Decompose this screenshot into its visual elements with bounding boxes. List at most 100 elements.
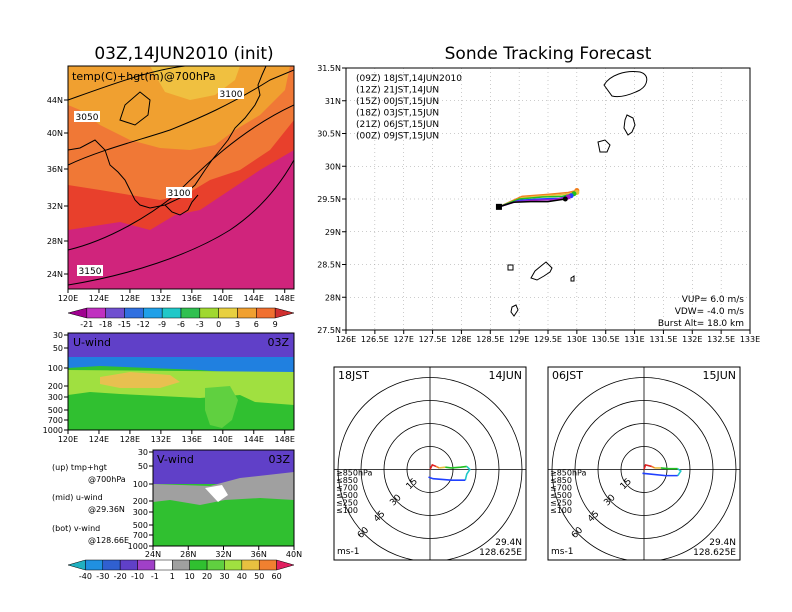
- tick-label: 136E: [182, 294, 202, 303]
- tick-label: 148E: [275, 435, 295, 444]
- tick-label: 700: [48, 416, 63, 425]
- tick-label: 32N: [215, 550, 231, 559]
- tick-label: 1000: [128, 542, 148, 551]
- tick-label: 300: [133, 508, 148, 517]
- legend-entry: (12Z) 21JST,14JUN: [356, 86, 439, 96]
- tick-label: 100: [48, 364, 63, 373]
- colorbar-swatch: [199, 307, 219, 319]
- tick-label: 28N: [180, 550, 196, 559]
- tick-label: 30: [53, 331, 63, 340]
- tick-label: 500: [133, 521, 148, 530]
- temp-band-cold: [150, 66, 240, 100]
- hodograph-trace: [429, 463, 437, 470]
- hodograph-date: 15JUN: [702, 369, 736, 382]
- tick-label: 28.5N: [317, 261, 341, 270]
- contour-label-bg: [218, 88, 244, 99]
- tick-label: 132E: [151, 294, 171, 303]
- left-map-lat-ticks: 44N 40N 36N 32N 28N 24N: [47, 96, 68, 279]
- param-vdw: VDW= -4.0 m/s: [675, 307, 745, 317]
- tick-label: 27.5N: [317, 326, 341, 335]
- tick-label: 200: [48, 382, 63, 391]
- hodograph-frame: [547, 366, 741, 561]
- tick-label: 500: [48, 406, 63, 415]
- colorbar-swatch: [224, 559, 243, 571]
- hodograph-time: 18JST: [338, 369, 369, 382]
- hodograph-trace: [435, 465, 440, 469]
- colorbar-swatch: [67, 307, 88, 319]
- contour-label-bg: [77, 265, 103, 276]
- level-legend-entry: ≥850hPa: [550, 469, 587, 478]
- hodograph-date: 14JUN: [488, 369, 522, 382]
- tick-label: 40: [237, 572, 247, 581]
- tick-label: 128.5E: [476, 335, 504, 344]
- tick-label: 36N: [251, 550, 267, 559]
- tick-label: 124E: [89, 435, 109, 444]
- u-wind-band-low: [205, 386, 238, 428]
- hodograph-lat: 29.4N: [495, 538, 522, 548]
- hodograph-trace: [428, 476, 466, 482]
- contour-label: 3050: [76, 113, 99, 123]
- tick-label: 144E: [244, 294, 264, 303]
- colorbar-swatch: [124, 307, 144, 319]
- tick-label: -1: [151, 572, 159, 581]
- v-wind-lat-ticks: 24N 28N 32N 36N 40N: [145, 546, 302, 559]
- level-legend-entry: ≤700: [336, 484, 358, 493]
- colorbar-swatch: [67, 559, 86, 571]
- colorbar-swatch: [85, 559, 104, 571]
- left-map-frame: [67, 65, 295, 290]
- tick-label: 40N: [47, 129, 63, 138]
- colorbar-swatch: [102, 559, 121, 571]
- level-legend-entry: ≤850: [336, 476, 358, 485]
- tick-label: 131.5E: [649, 335, 677, 344]
- left-map-title: 03Z,14JUN2010 (init): [94, 44, 273, 64]
- level-legend-entry: ≤250: [550, 499, 572, 508]
- hodograph-time: 06JST: [552, 369, 583, 382]
- contour-label: 3150: [79, 267, 102, 277]
- forecast-coastlines: [507, 71, 648, 317]
- temp-band-hot: [68, 150, 294, 289]
- colorbar-swatch: [189, 559, 208, 571]
- colorbar-swatch: [161, 307, 182, 319]
- ring-label: 15: [619, 477, 634, 492]
- note-bot-line1: (bot) v-wind: [52, 524, 100, 533]
- left-map-lon-ticks: 120E 124E 128E 132E 136E 140E 144E 148E: [58, 289, 295, 303]
- forecast-tracks: [495, 187, 580, 210]
- hodograph-lon: 128.625E: [693, 548, 736, 558]
- hodograph-06jst: 06JST 15JUN15304560≥850hPa≤850≤700≤500≤25…: [547, 366, 741, 561]
- legend-entry: (15Z) 00JST,15JUN: [356, 97, 439, 107]
- tick-label: 140E: [213, 435, 233, 444]
- colorbar-swatch: [154, 559, 173, 571]
- level-legend-entry: ≥850hPa: [336, 469, 373, 478]
- colorbar-swatch: [218, 307, 238, 319]
- tick-label: 1000: [43, 426, 63, 435]
- colorbar-swatch: [180, 307, 201, 319]
- hodograph-trace: [439, 466, 446, 469]
- colorbar-swatch: [172, 559, 190, 571]
- tick-label: 50: [138, 462, 148, 471]
- tick-label: 50: [254, 572, 264, 581]
- contour-labels: 3050 3100 3100 3150: [74, 88, 244, 277]
- island-path: [623, 114, 636, 136]
- tick-label: 30.5N: [317, 130, 341, 139]
- level-legend-entry: ≤100: [336, 506, 358, 515]
- contour-label: 3100: [168, 189, 191, 199]
- hodograph-18jst: 18JST 14JUN15304560≥850hPa≤850≤700≤500≤25…: [333, 366, 527, 561]
- tick-label: 28N: [47, 237, 63, 246]
- tick-label: 128E: [120, 294, 140, 303]
- tick-label: -9: [158, 320, 166, 329]
- coastline-japan-path: [164, 194, 199, 216]
- tick-label: 132.5E: [707, 335, 735, 344]
- hodograph-unit: ms-1: [337, 547, 359, 557]
- island-path: [603, 71, 648, 98]
- island-path: [507, 264, 514, 271]
- note-mid-line2: @29.36N: [88, 505, 125, 514]
- tick-label: 32N: [47, 202, 63, 211]
- tick-label: 127.5E: [419, 335, 447, 344]
- hodograph-trace: [445, 465, 467, 469]
- tick-label: 126.5E: [361, 335, 389, 344]
- hodograph-plot: [334, 367, 526, 560]
- tick-label: 130.5E: [592, 335, 620, 344]
- u-wind-frame: [67, 332, 295, 431]
- tick-label: 29N: [325, 228, 341, 237]
